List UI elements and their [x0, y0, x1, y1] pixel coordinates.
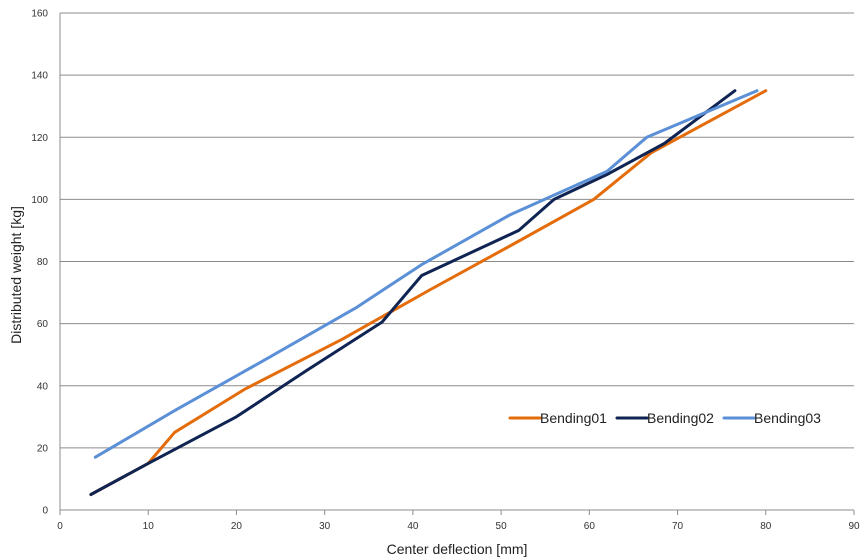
x-tick-label: 90 — [848, 521, 860, 532]
series-line-bending03 — [93, 89, 759, 459]
series-line-bending01 — [89, 89, 768, 496]
legend-label: Bending03 — [754, 410, 821, 426]
series-lines — [89, 89, 768, 496]
x-axis-title: Center deflection [mm] — [387, 541, 528, 557]
grid-lines — [60, 12, 854, 449]
x-tick-label: 40 — [407, 521, 419, 532]
x-tick-label: 60 — [584, 521, 596, 532]
y-tick-label: 160 — [31, 9, 48, 20]
legend: Bending01 Bending02 Bending03 — [508, 410, 821, 426]
x-tick-label: 20 — [231, 521, 243, 532]
legend-label: Bending02 — [647, 410, 714, 426]
x-tick-label: 30 — [319, 521, 331, 532]
y-tick-label: 100 — [31, 195, 48, 206]
x-tick-label: 80 — [760, 521, 772, 532]
y-tick-label: 140 — [31, 71, 48, 82]
y-tick-label: 80 — [37, 257, 49, 268]
axes — [59, 13, 855, 515]
x-tick-label: 10 — [143, 521, 155, 532]
y-tick-labels: 0 20 40 60 80 100 120 140 160 — [31, 9, 48, 517]
x-tick-label: 50 — [496, 521, 508, 532]
y-axis-title: Distributed weight [kg] — [8, 206, 24, 344]
y-tick-label: 0 — [42, 506, 48, 517]
y-tick-label: 20 — [37, 443, 49, 454]
x-tick-label: 70 — [672, 521, 684, 532]
y-tick-label: 60 — [37, 319, 49, 330]
x-tick-labels: 0 10 20 30 40 50 60 70 80 90 — [57, 521, 860, 532]
series-line-bending02 — [89, 89, 737, 496]
y-tick-label: 40 — [37, 381, 49, 392]
y-tick-label: 120 — [31, 133, 48, 144]
x-tick-label: 0 — [57, 521, 63, 532]
legend-label: Bending01 — [540, 410, 607, 426]
